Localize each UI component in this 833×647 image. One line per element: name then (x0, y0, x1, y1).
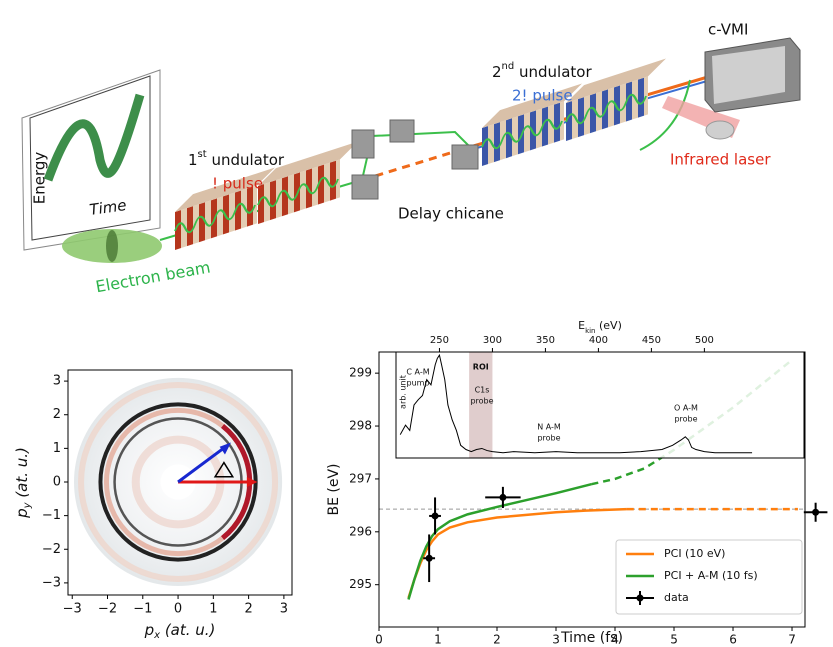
x-tick-label: 1 (209, 602, 217, 617)
x-tick-label: 0 (375, 633, 383, 647)
label-part: p (13, 508, 31, 519)
energy-label: Energy (31, 152, 49, 205)
inset-bg (396, 352, 804, 458)
y-tick-label: 299 (349, 366, 372, 380)
inset-x-tick-label: 500 (695, 335, 714, 346)
label-part: (eV) (596, 319, 622, 332)
data-point (426, 555, 433, 562)
legend-label: data (664, 591, 689, 604)
inset-annotation: probe (470, 397, 493, 406)
axis-label: Ekin (eV) (578, 319, 622, 335)
x-tick-label: 1 (434, 633, 442, 647)
y-tick-label: 1 (53, 441, 61, 456)
x-tick-label: −2 (98, 602, 117, 617)
inset-x-tick-label: 300 (483, 335, 502, 346)
x-tick-label: −1 (133, 602, 152, 617)
legend-label: PCI (10 eV) (664, 547, 725, 560)
legend-label: PCI + A-M (10 fs) (664, 569, 758, 582)
x-tick-label: 3 (280, 602, 288, 617)
y-tick-label: 296 (349, 524, 372, 538)
data-point (812, 509, 819, 516)
y-tick-label: 0 (53, 474, 61, 489)
label-part: nd (502, 61, 515, 72)
label-part: E (578, 319, 585, 332)
y-tick-label: −1 (42, 508, 61, 523)
x-tick-label: 5 (670, 633, 678, 647)
label-part: kin (585, 327, 595, 335)
label-part: (at. u.) (160, 621, 215, 639)
label-part: p (144, 621, 155, 639)
undulator-2-label: 2nd undulator (492, 61, 592, 81)
label-part: st (198, 149, 207, 160)
x-axis-title: Time (fs) (560, 630, 623, 646)
figure: Energy Time Electron beam 1st undulator … (0, 0, 833, 647)
page: {"diagram":{"energy_panel":{"y_label":"E… (0, 0, 833, 647)
label-part: (at. u.) (13, 447, 31, 502)
y-tick-label: −3 (42, 575, 61, 590)
x-tick-label: −3 (63, 602, 82, 617)
electron-beam-label: Electron beam (94, 257, 212, 296)
x-tick-label: 7 (788, 633, 796, 647)
legend-swatch (637, 595, 644, 602)
inset-annotation: O A-M (674, 404, 698, 413)
data-point (432, 512, 439, 519)
label-part: undulator (207, 151, 285, 169)
y-tick-label: 297 (349, 471, 372, 485)
bunch-slice (106, 230, 118, 262)
cvmi-label: c-VMI (708, 21, 748, 39)
pulse-2-label: 2! pulse (512, 87, 573, 105)
x-tick-label: 0 (174, 602, 182, 617)
inset-annotation: probe (537, 434, 560, 443)
undulator-1-label: 1st undulator (188, 149, 285, 169)
inset-annotation: C A-M (406, 368, 429, 377)
inset-annotation: probe (674, 415, 697, 424)
inset-x-tick-label: 400 (589, 335, 608, 346)
inset-x-tick-label: 350 (536, 335, 555, 346)
inset-x-tick-label: 450 (642, 335, 661, 346)
inset-annotation: pump (406, 379, 429, 388)
y-tick-label: 2 (53, 407, 61, 422)
data-point (499, 494, 506, 501)
pulse-1-label: ! pulse (212, 175, 263, 193)
y-tick-label: 3 (53, 374, 61, 389)
label-part: 2 (492, 63, 502, 81)
y-tick-label: 295 (349, 577, 372, 591)
x-tick-label: 2 (244, 602, 252, 617)
chicane-magnets (352, 120, 478, 199)
x-tick-label: 2 (493, 633, 501, 647)
label-part: undulator (514, 63, 592, 81)
ir-label: Infrared laser (670, 151, 771, 169)
axis-label: py (at. u.) (13, 447, 34, 519)
inset-annotation: N A-M (537, 423, 561, 432)
y-tick-label: 298 (349, 419, 372, 433)
x-tick-label: 6 (729, 633, 737, 647)
roi-label: ROI (473, 363, 489, 372)
inset-annotation: C1s (475, 386, 490, 395)
y-axis-title: BE (eV) (326, 463, 342, 515)
series-line (409, 509, 627, 598)
x-tick-label: 3 (552, 633, 560, 647)
axis-label: px (at. u.) (144, 621, 216, 642)
label-part: 1 (188, 151, 198, 169)
y-tick-label: −2 (42, 542, 61, 557)
chicane-label: Delay chicane (398, 205, 504, 223)
mirror (706, 121, 734, 139)
inset-x-tick-label: 250 (430, 335, 449, 346)
setup-diagram: Energy Time Electron beam 1st undulator … (22, 21, 800, 297)
